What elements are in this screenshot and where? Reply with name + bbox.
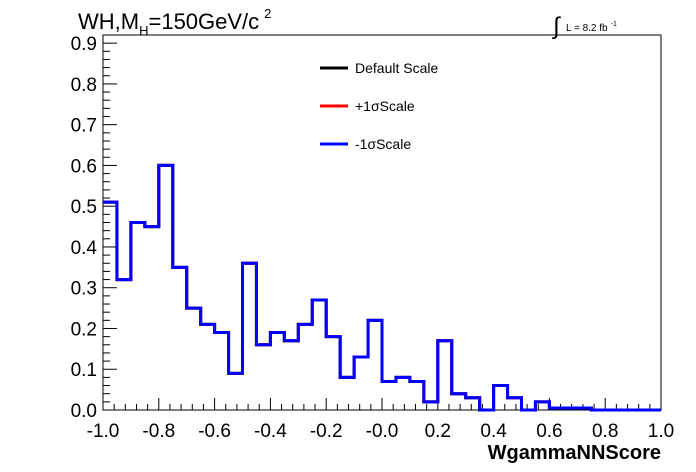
y-tick-label: 0.6 xyxy=(71,156,97,177)
y-tick-label: 0.0 xyxy=(71,401,97,422)
x-tick-label: -0.4 xyxy=(254,421,287,442)
x-tick-label: 0.4 xyxy=(480,421,507,442)
lumi-integral: ∫ xyxy=(551,13,561,40)
y-tick-label: 0.9 xyxy=(71,34,97,55)
title-subscript: H xyxy=(139,23,148,38)
y-tick-label: 0.7 xyxy=(71,116,97,137)
lumi-superscript: -1 xyxy=(611,21,617,28)
title-main: WH,M xyxy=(78,9,139,34)
x-tick-label: -0.8 xyxy=(142,421,175,442)
y-tick-label: 0.5 xyxy=(71,197,97,218)
x-tick-label: 0.8 xyxy=(592,421,618,442)
legend-label: +1σScale xyxy=(355,98,415,114)
y-tick-label: 0.3 xyxy=(71,279,97,300)
legend-label: Default Scale xyxy=(355,60,438,76)
x-tick-label: 1.0 xyxy=(648,421,674,442)
x-tick-label: 0.6 xyxy=(536,421,562,442)
lumi-text: L = 8.2 fb xyxy=(566,23,608,34)
x-tick-label: 0.2 xyxy=(425,421,451,442)
legend: Default Scale +1σScale -1σScale xyxy=(320,60,438,152)
y-axis: 0.0 0.1 0.2 0.3 0.4 0.5 0.6 0.7 0.8 0.9 xyxy=(71,34,117,422)
title-rest: =150GeV/c xyxy=(148,9,259,34)
lumi-label: L = 8.2 fb -1 xyxy=(566,21,617,34)
legend-label: -1σScale xyxy=(355,136,411,152)
x-axis: -1.0 -0.8 -0.6 -0.4 -0.2 -0.0 0.2 0.4 0.6 0.8 1.0 xyxy=(87,398,674,442)
x-tick-label: -0.2 xyxy=(310,421,343,442)
y-tick-label: 0.1 xyxy=(71,360,97,381)
x-tick-label: -0.6 xyxy=(198,421,231,442)
chart-title: WH,MH=150GeV/c 2 xyxy=(78,6,271,38)
y-tick-label: 0.2 xyxy=(71,319,97,340)
y-tick-label: 0.8 xyxy=(71,75,97,96)
series-layer xyxy=(103,163,661,412)
x-axis-label: WgammaNNScore xyxy=(488,442,661,464)
x-tick-label: -1.0 xyxy=(87,421,120,442)
title-superscript: 2 xyxy=(264,6,271,21)
x-tick-label: -0.0 xyxy=(366,421,399,442)
y-tick-label: 0.4 xyxy=(71,238,98,259)
series-line-3 xyxy=(103,163,661,412)
